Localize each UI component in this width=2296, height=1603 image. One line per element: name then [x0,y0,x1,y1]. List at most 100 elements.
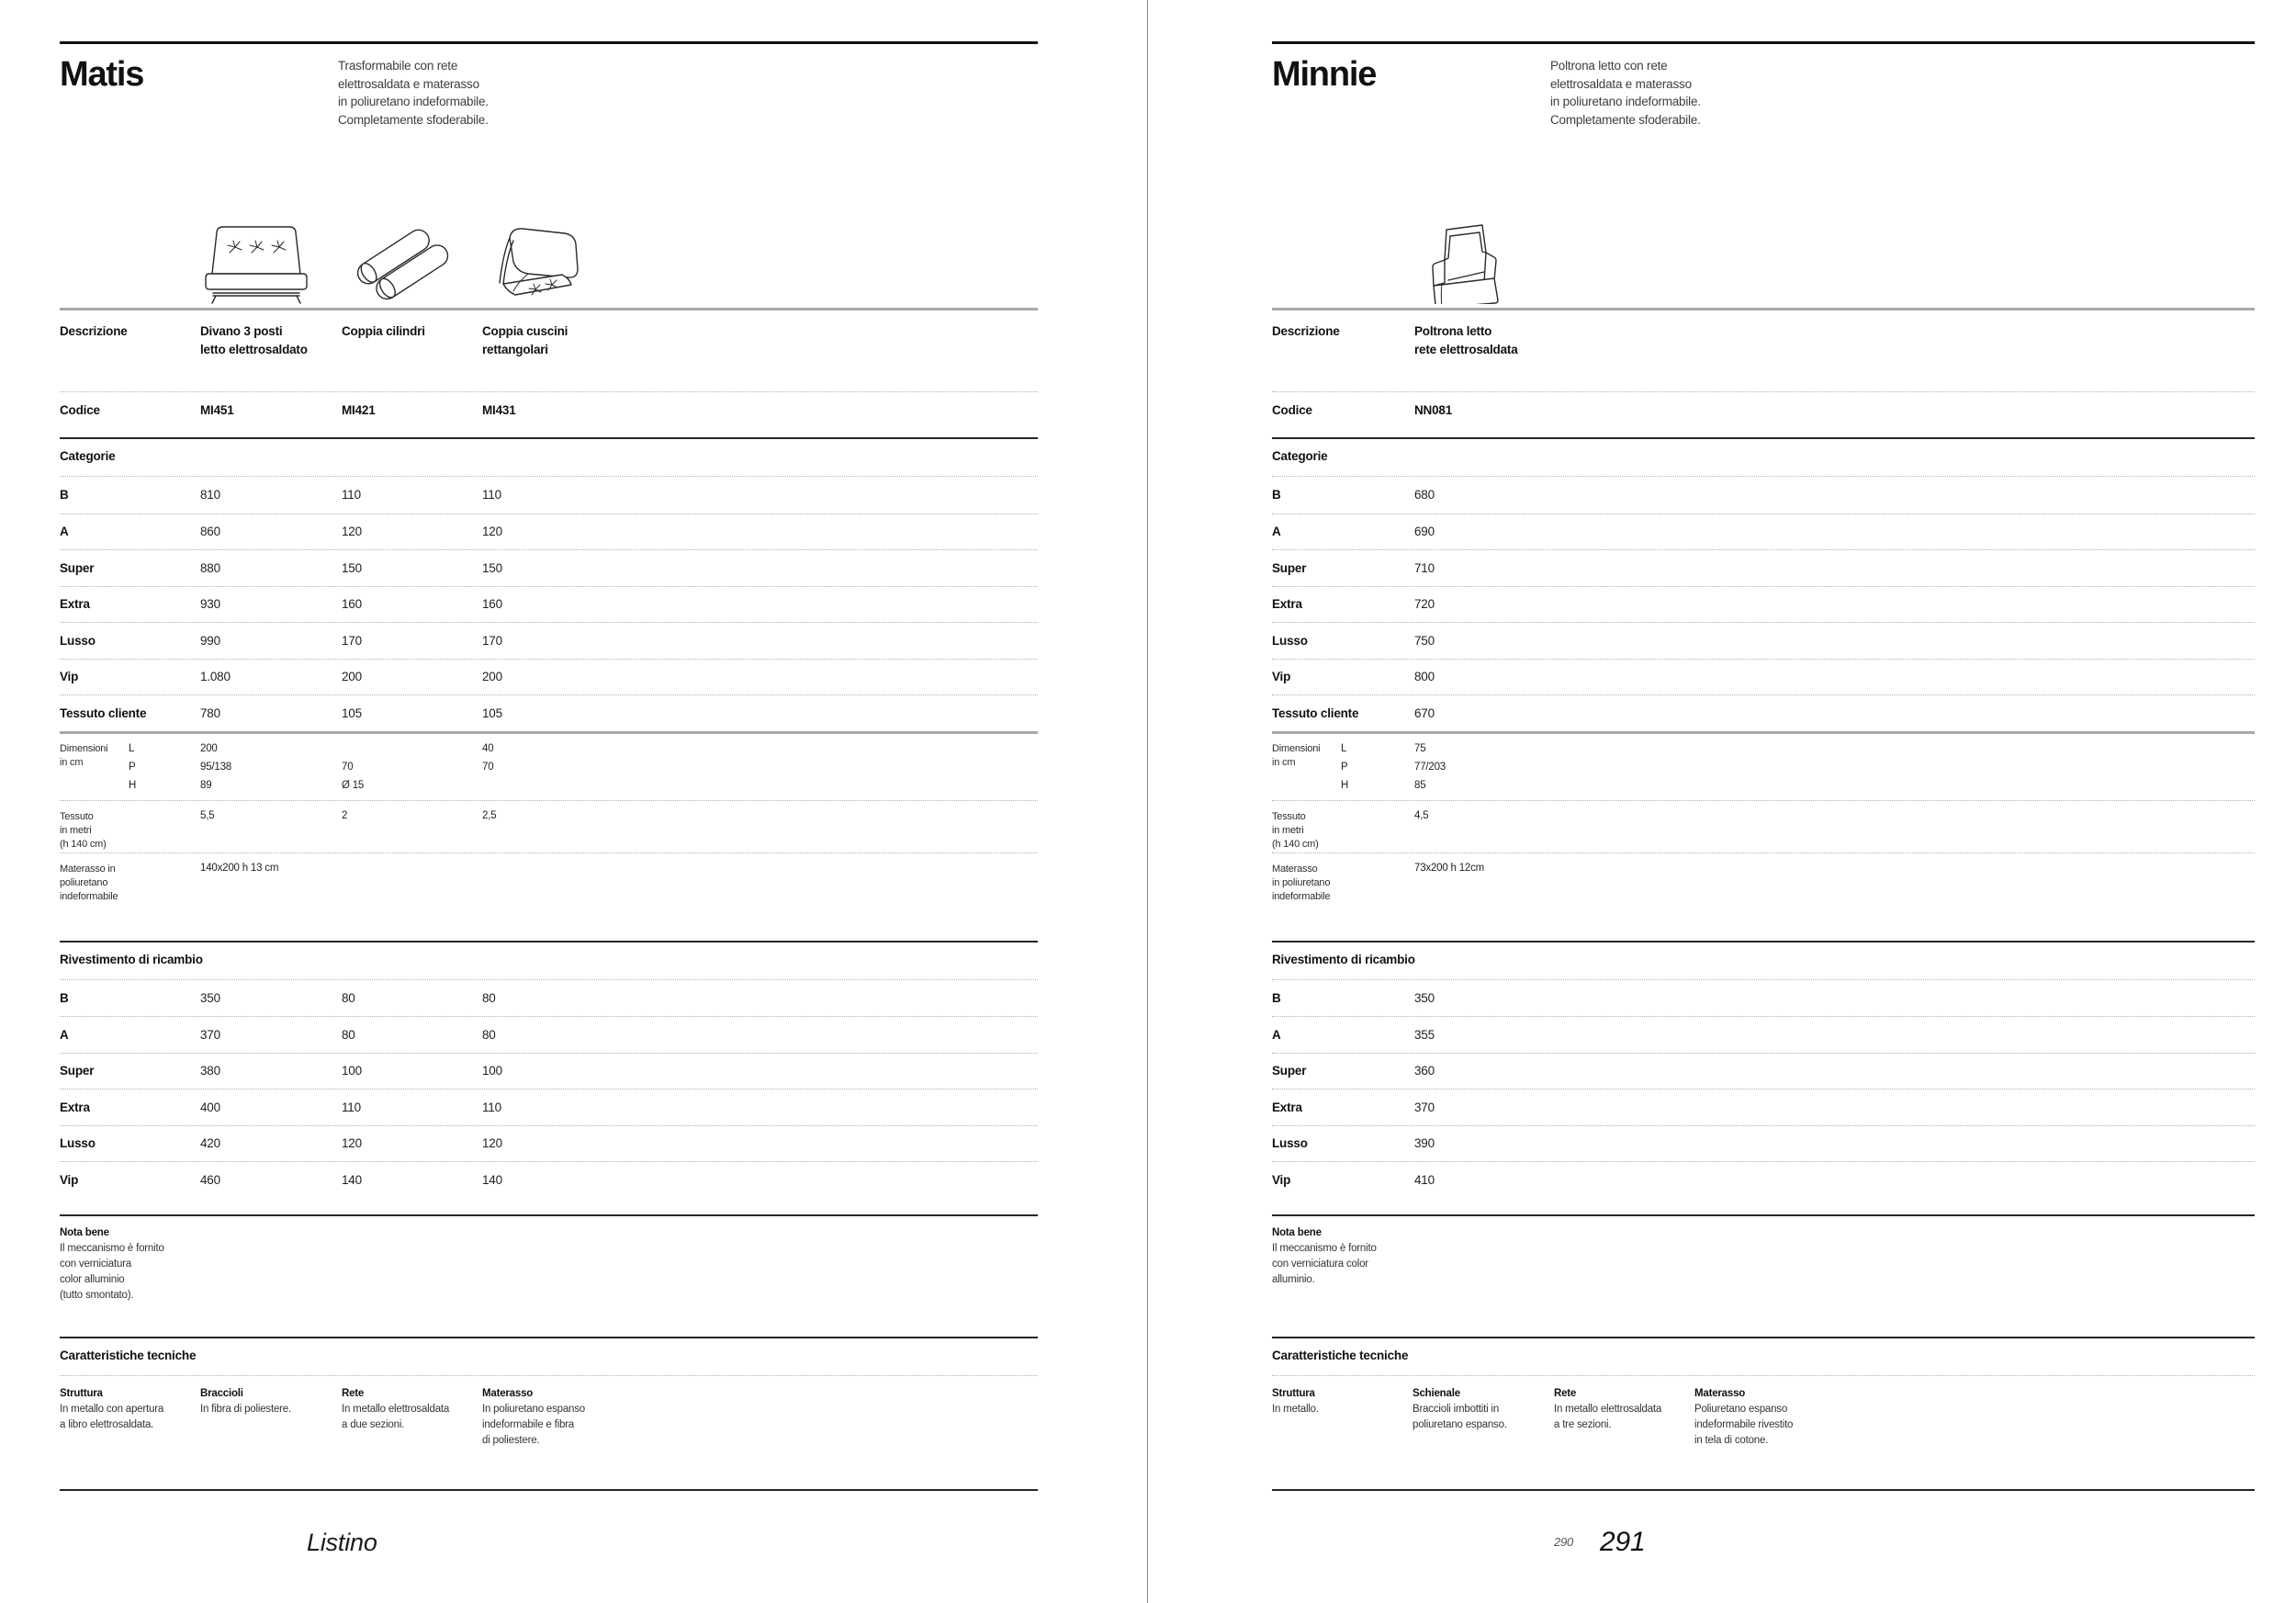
dimension-value: 95/138 [200,761,231,773]
description-row: Descrizione Divano 3 posti letto elettro… [60,310,1038,392]
price-value: 1.080 [200,670,231,684]
section-rule [1272,308,2255,310]
price-value: 420 [200,1136,220,1151]
dimension-value: 70 [342,761,354,773]
code-row: Codice NN081 [1272,392,2255,437]
category-label: Vip [60,670,79,684]
table-row: Lusso 750 [1272,622,2255,659]
section-title-tecniche: Caratteristiche tecniche [1272,1338,2255,1376]
dimension-row: L 200 40 [60,743,1038,762]
spec-text: In metallo elettrosaldata a due sezioni. [342,1403,450,1430]
product-icons-row [1272,214,2255,308]
nota-bene-title: Nota bene [60,1226,109,1238]
price-value: 390 [1414,1136,1435,1151]
price-value: 160 [342,597,362,612]
section-rule [60,308,1038,310]
price-value: 360 [1414,1064,1435,1078]
row-label: Descrizione [1272,324,1340,338]
table-row: Lusso 390 [1272,1124,2255,1162]
dimensions-block: Dimensioni in cm L 200 40 P 95/138 70 70… [60,734,1038,801]
spec-item: Struttura In metallo. [1272,1388,1412,1417]
section-rule [1272,940,2255,943]
table-row: Extra 400 110 110 [60,1089,1038,1125]
row-label: Materasso in poliuretano indeformabile [60,863,118,903]
category-label: Super [1272,1064,1307,1078]
spec-item: Rete In metallo elettrosaldata a tre sez… [1554,1388,1694,1434]
dimension-value: 75 [1414,742,1426,754]
price-value: 170 [342,633,362,648]
dimensions-block: Dimensioni in cm L 75 P 77/203 H 85 [1272,734,2255,801]
price-value: 100 [342,1064,362,1078]
page-minnie: Minnie Poltrona letto con rete elettrosa… [1272,41,2255,1491]
category-label: A [1272,525,1281,539]
price-value: 350 [1414,990,1435,1005]
category-label: Super [60,560,95,575]
price-value: 105 [482,706,502,720]
price-value: 720 [1414,597,1435,612]
row-label: Materasso in poliuretano indeformabile [1272,863,1331,903]
spec-text: In poliuretano espanso indeformabile e f… [482,1403,585,1447]
price-value: 80 [342,990,355,1005]
fabric-meters-row: Tessuto in metri (h 140 cm) 5,5 2 2,5 [60,801,1038,853]
section-rule [60,1214,1038,1216]
category-label: B [1272,990,1281,1005]
row-label: Dimensioni in cm [60,742,108,768]
dimension-row: P 77/203 [1272,762,2255,780]
category-label: B [1272,488,1281,502]
bolster-pair-icon [342,223,482,304]
dimension-value: 77/203 [1414,761,1446,773]
price-value: 990 [200,633,220,648]
spec-text: In metallo elettrosaldata a tre sezioni. [1554,1403,1662,1430]
fabric-meters-row: Tessuto in metri (h 140 cm) 4,5 [1272,801,2255,853]
product-icons-row [60,214,1038,308]
page-matis: Matis Trasformabile con rete elettrosald… [60,41,1038,1491]
armchair-icon [1414,220,2255,304]
spec-item: Struttura In metallo con apertura a libr… [60,1388,200,1434]
spec-text: In fibra di poliestere. [200,1403,291,1415]
price-value: 150 [482,560,502,575]
section-title-categorie: Categorie [60,439,1038,477]
category-label: Vip [1272,1172,1291,1187]
section-rule [1272,437,2255,439]
spec-label: Schienale [1412,1387,1460,1399]
fabric-value: 5,5 [200,809,215,821]
nota-bene-block: Nota bene Il meccanismo è fornito con ve… [1272,1216,2255,1337]
price-value: 120 [342,1136,362,1151]
dimension-letter: H [1341,779,1349,791]
section-title-rivestimento: Rivestimento di ricambio [60,943,1038,980]
product-name: Coppia cilindri [342,324,425,338]
category-label: Lusso [60,633,96,648]
dimension-value: 200 [200,742,218,754]
price-value: 460 [200,1172,220,1187]
product-header: Minnie Poltrona letto con rete elettrosa… [1272,41,2255,214]
table-row: Tessuto cliente 670 [1272,694,2255,731]
price-value: 880 [200,560,220,575]
price-value: 200 [482,670,502,684]
row-label: Dimensioni in cm [1272,742,1321,768]
table-row: Vip 460 140 140 [60,1161,1038,1198]
price-value: 110 [342,488,361,502]
spec-label: Materasso [482,1387,534,1399]
section-title-categorie: Categorie [1272,439,2255,477]
table-row: A 370 80 80 [60,1016,1038,1053]
dimension-letter: L [1341,742,1347,754]
nota-bene-title: Nota bene [1272,1226,1322,1238]
table-row: Lusso 990 170 170 [60,622,1038,659]
table-row: Super 380 100 100 [60,1052,1038,1089]
spec-label: Braccioli [200,1387,243,1399]
code-row: Codice MI451 MI421 MI431 [60,392,1038,437]
category-label: B [60,990,69,1005]
price-value: 120 [482,1136,502,1151]
spec-label: Struttura [1272,1387,1315,1399]
fabric-value: 2 [342,809,348,821]
spec-label: Rete [1554,1387,1577,1399]
row-label: Tessuto in metri (h 140 cm) [1272,810,1319,851]
product-description: Poltrona letto con rete elettrosaldata e… [1550,59,1701,127]
dimension-letter: L [129,742,135,754]
category-label: Lusso [60,1136,96,1151]
table-row: A 860 120 120 [60,513,1038,550]
fabric-value: 4,5 [1414,809,1429,821]
price-value: 670 [1414,706,1435,720]
price-value: 370 [1414,1100,1435,1114]
row-label: Descrizione [60,324,128,338]
